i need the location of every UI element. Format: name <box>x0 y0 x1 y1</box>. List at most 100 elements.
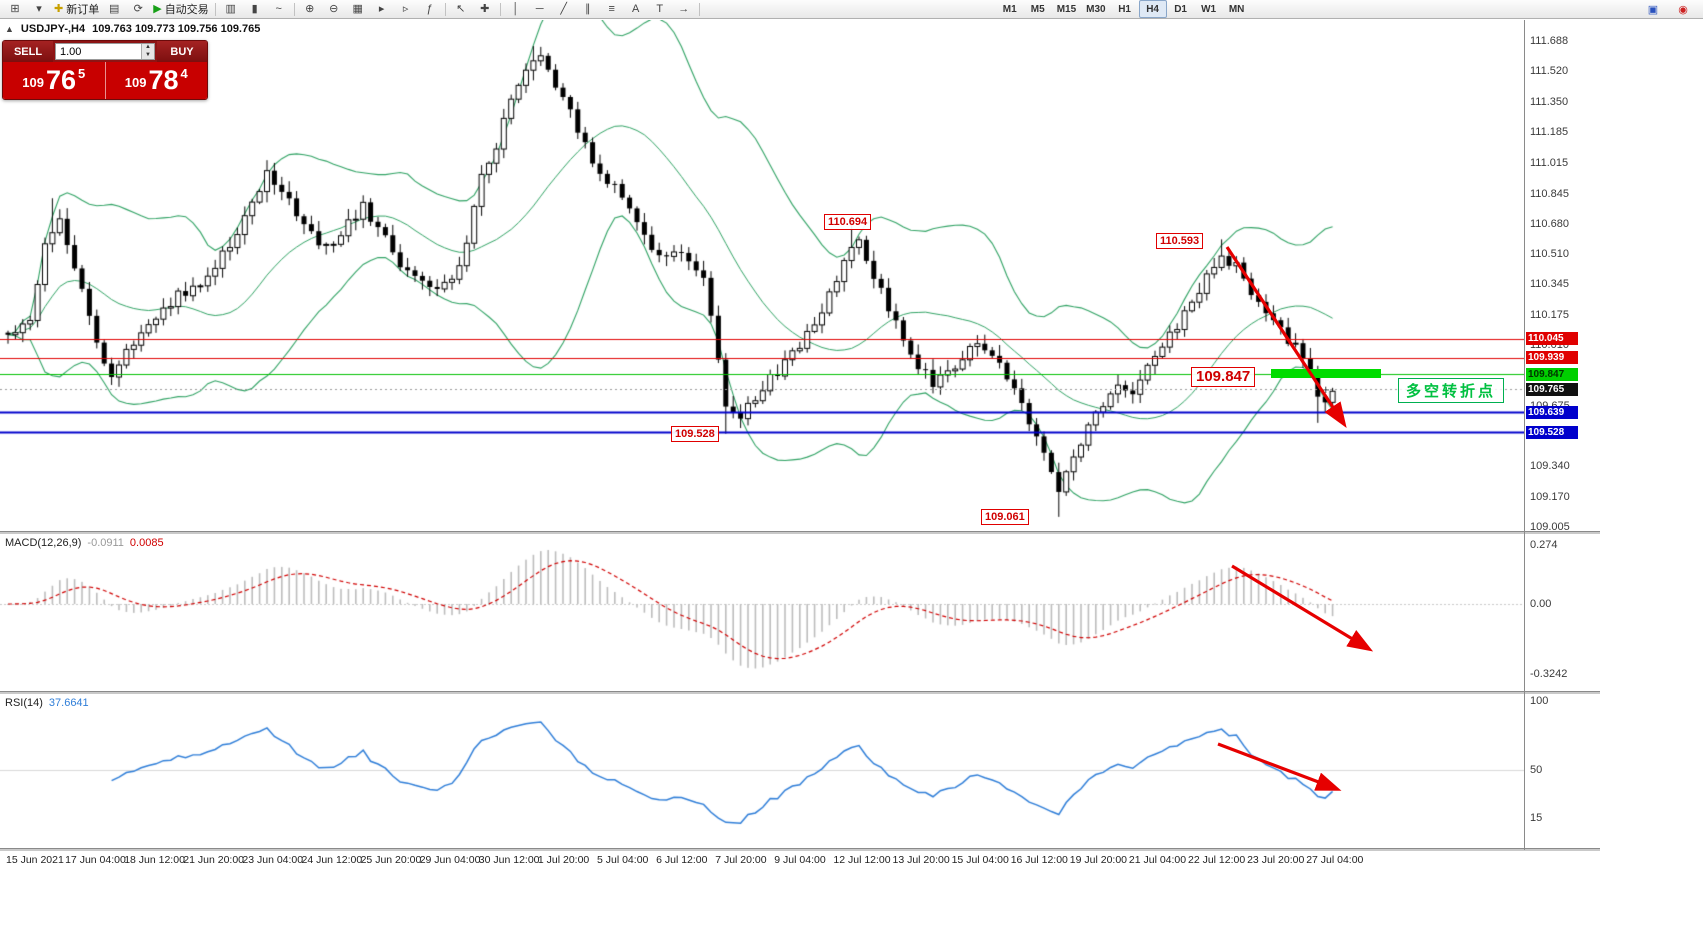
vline-button-icon: │ <box>512 2 520 15</box>
time-axis-label: 21 Jun 20:00 <box>183 854 245 866</box>
time-axis-label: 16 Jul 12:00 <box>1010 854 1068 866</box>
panel-separator[interactable] <box>0 691 1600 694</box>
zoom-out-button[interactable]: ⊖ <box>322 0 346 18</box>
chart-window-icon[interactable]: ▣ <box>1647 3 1659 16</box>
price-flag[interactable]: 110.694 <box>824 214 872 230</box>
crosshair-button-icon: ✚ <box>480 2 490 15</box>
line-chart-button[interactable]: ~ <box>267 0 291 18</box>
panel-separator[interactable] <box>0 848 1600 851</box>
symbol-label: USDJPY-,H4 <box>20 23 86 35</box>
buy-price[interactable]: 109 78 4 <box>106 62 208 99</box>
buy-button[interactable]: BUY <box>157 41 207 62</box>
auto-scroll-button-icon: ▸ <box>378 2 385 15</box>
turning-point-note[interactable]: 多空转折点 <box>1398 378 1505 403</box>
sell-price[interactable]: 109 76 5 <box>3 62 106 99</box>
auto-scroll-button[interactable]: ▸ <box>370 0 394 18</box>
time-axis-label: 15 Jul 04:00 <box>951 854 1009 866</box>
time-axis[interactable]: 15 Jun 2021 17 Jun 04:00 18 Jun 12:00 21 Ju… <box>0 850 1524 868</box>
time-axis-label: 1 Jul 20:00 <box>537 854 590 866</box>
toolbar-separator <box>698 2 700 16</box>
bar-chart-button[interactable]: ▥ <box>219 0 243 18</box>
crosshair-button[interactable]: ✚ <box>473 0 497 18</box>
macd-header: MACD(12,26,9) -0.0911 0.0085 <box>5 537 164 549</box>
price-flag[interactable]: 109.061 <box>981 509 1029 525</box>
main-price-chart[interactable] <box>0 20 1524 531</box>
sell-price-sup: 5 <box>78 66 86 81</box>
candle-chart-button[interactable]: ▮ <box>243 0 267 18</box>
price-flag[interactable]: 109.847 <box>1191 367 1256 387</box>
price-flag[interactable]: 110.593 <box>1156 233 1204 249</box>
new-chart-button[interactable]: ⊞ <box>3 0 27 18</box>
hline-button[interactable]: ─ <box>528 0 552 18</box>
timeframe-h1[interactable]: H1 <box>1118 3 1131 15</box>
label-button-icon: T <box>656 2 664 15</box>
timeframe-m1[interactable]: M1 <box>1002 3 1017 15</box>
collapse-trade-panel-icon[interactable]: ▲ <box>5 24 14 34</box>
chart-shift-button[interactable]: ▹ <box>394 0 418 18</box>
price-axis-label: 111.185 <box>1530 126 1569 139</box>
buy-price-base: 109 <box>124 75 147 90</box>
timeframe-m15[interactable]: M15 <box>1056 3 1077 15</box>
time-axis-label: 21 Jul 04:00 <box>1128 854 1187 866</box>
rsi-indicator-chart[interactable] <box>0 693 1524 847</box>
bar-chart-button-icon: ▥ <box>225 2 236 15</box>
price-axis-label: 111.520 <box>1530 65 1569 78</box>
price-tag: 109.639 <box>1526 405 1578 419</box>
label-button[interactable]: T <box>648 0 672 18</box>
macd-indicator-chart[interactable] <box>0 533 1524 691</box>
panel-separator[interactable] <box>0 531 1600 534</box>
time-axis-label: 19 Jul 20:00 <box>1069 854 1128 866</box>
price-tag: 110.045 <box>1526 332 1578 346</box>
profiles-button-icon: ▤ <box>109 2 120 15</box>
price-axis-label: 109.170 <box>1530 491 1570 504</box>
timeframe-d1[interactable]: D1 <box>1174 3 1187 15</box>
time-axis-label: 18 Jun 12:00 <box>124 854 185 866</box>
volume-input[interactable] <box>56 44 141 59</box>
refresh-button-icon: ⟳ <box>133 2 143 15</box>
timeframe-m30[interactable]: M30 <box>1086 3 1106 15</box>
ohlc-values: 109.763 109.773 109.756 109.765 <box>92 23 261 35</box>
macd-signal-value: 0.0085 <box>129 537 164 549</box>
support-zone-highlight[interactable] <box>1271 369 1381 378</box>
tile-windows-button[interactable]: ▦ <box>346 0 370 18</box>
trendline-button[interactable]: ╱ <box>552 0 576 18</box>
timeframe-mn[interactable]: MN <box>1228 3 1245 15</box>
chart-list-dropdown[interactable]: ▾ <box>27 0 51 18</box>
vline-button[interactable]: │ <box>504 0 528 18</box>
time-axis-label: 12 Jul 12:00 <box>833 854 891 866</box>
volume-box: ▲ ▼ <box>55 43 155 60</box>
arrow-tool-button[interactable]: → <box>672 0 696 18</box>
refresh-button[interactable]: ⟳ <box>126 0 150 18</box>
timeframe-m5[interactable]: M5 <box>1030 3 1045 15</box>
price-flag[interactable]: 109.528 <box>671 426 719 442</box>
time-axis-label: 30 Jun 12:00 <box>478 854 540 866</box>
fibonacci-button[interactable]: ≡ <box>600 0 624 18</box>
volume-up-button[interactable]: ▲ <box>141 44 154 52</box>
sell-button[interactable]: SELL <box>3 41 53 62</box>
profiles-button[interactable]: ▤ <box>102 0 126 18</box>
indicators-button[interactable]: ƒ <box>418 0 442 18</box>
text-button[interactable]: A <box>624 0 648 18</box>
autotrading-button[interactable]: ▶ 自动交易 <box>150 0 211 18</box>
sell-price-base: 109 <box>22 75 44 90</box>
timeframe-w1[interactable]: W1 <box>1201 3 1217 15</box>
cursor-button[interactable]: ↖ <box>449 0 473 18</box>
price-axis-label: 111.688 <box>1530 35 1569 47</box>
zoom-in-button[interactable]: ⊕ <box>298 0 322 18</box>
timeframe-h4[interactable]: H4 <box>1138 0 1167 18</box>
indicators-button-icon: ƒ <box>426 2 433 15</box>
price-axis[interactable]: 111.688 111.520 111.350 111.185 111.015 110.8… <box>1524 20 1603 850</box>
macd-axis-label: -0.3242 <box>1530 667 1568 680</box>
price-axis-label: 110.845 <box>1530 187 1569 200</box>
autotrading-button-label: 自动交易 <box>164 4 209 16</box>
alert-icon[interactable]: ◉ <box>1678 3 1688 16</box>
volume-down-button[interactable]: ▼ <box>141 51 154 59</box>
time-axis-label: 15 Jun 2021 <box>6 854 64 866</box>
channel-button[interactable]: ∥ <box>576 0 600 18</box>
autotrading-button-icon: ▶ <box>153 2 162 15</box>
rsi-header: RSI(14) 37.6641 <box>5 697 89 709</box>
rsi-axis-label: 100 <box>1530 695 1549 707</box>
toolbar: ⊞ ▾ ✚ 新订单 ▤ ⟳ ▶ 自动交易 ▥ ▮ ~ ⊕ ⊖ ▦ ▸ ▹ ƒ ↖ ✚ │ ─ ╱ ∥ ≡ A T → M1 M5 M15… <box>0 0 1703 19</box>
new-order-button[interactable]: ✚ 新订单 <box>51 0 102 18</box>
